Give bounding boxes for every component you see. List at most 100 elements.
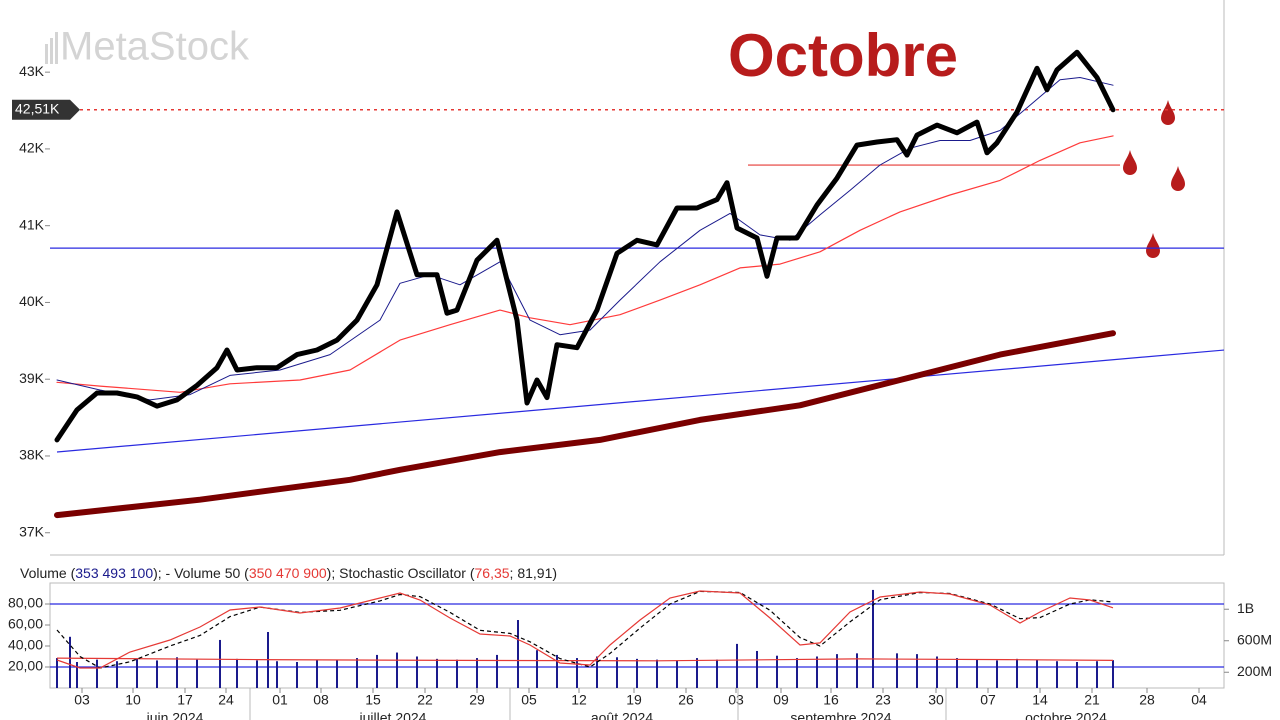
y2-tick-label: 600M [1237,631,1272,647]
volume-bar [896,653,898,688]
x-tick-label: 04 [1191,692,1207,708]
series-line [56,590,1114,669]
x-tick-label: 22 [417,692,433,708]
volume-bar [596,656,598,688]
volume-bar [1112,660,1114,688]
volume-bar [436,658,438,688]
volume-bar [96,659,98,688]
volume-bar [356,658,358,688]
month-label: août 2024 [591,710,653,720]
volume-bar [1016,658,1018,688]
volume-bar [116,661,118,688]
x-tick-label: 15 [365,692,381,708]
x-tick-label: 21 [1084,692,1100,708]
volume-bar [796,658,798,688]
last-price-tag [12,99,80,120]
x-tick-label: 16 [823,692,839,708]
volume-bar [496,654,498,688]
volume-bar [556,654,558,688]
series-line [56,657,1114,662]
legend-text: ); Stochastic Oscillator ( [327,565,475,581]
month-label: juin 2024 [146,710,204,720]
watermark: MetaStock [60,25,250,69]
volume-bar [816,656,818,688]
y-tick-label: 20,00 [8,658,43,674]
volume-bar [176,657,178,688]
y-tick-label: 40,00 [8,637,43,653]
month-label: juillet 2024 [359,710,427,720]
series-line [56,77,1114,401]
x-tick-label: 30 [928,692,944,708]
x-tick-label: 07 [980,692,996,708]
volume-bar [916,654,918,688]
y-tick-label: 43K [19,63,45,79]
volume-bar [456,659,458,688]
watermark-icon [45,32,58,64]
volume-bar [156,660,158,688]
y-tick-label: 60,00 [8,616,43,632]
volume-bar [1076,662,1078,688]
legend-text: Volume ( [20,565,76,581]
x-tick-label: 08 [313,692,329,708]
legend-text: 353 493 100 [75,565,153,581]
month-label: octobre 2024 [1025,710,1107,720]
volume-bar [536,650,538,688]
reference-line [56,349,1225,453]
x-tick-label: 17 [177,692,193,708]
volume-bar [69,636,71,688]
volume-bar [856,653,858,688]
volume-bar [996,660,998,688]
volume-bar [936,656,938,688]
volume-bar [376,654,378,688]
volume-bar [696,658,698,688]
volume-bar [416,656,418,688]
volume-bar [76,662,78,688]
volume-bar [1096,661,1098,688]
volume-bar [396,652,398,688]
y-tick-label: 42K [19,140,45,156]
volume-bar [517,620,519,688]
x-tick-label: 12 [571,692,587,708]
series-line [54,330,1116,519]
volume-bar [956,658,958,688]
drops [1123,100,1185,258]
volume-bar [836,654,838,688]
legend-text: ) [552,565,557,581]
volume-bar [136,658,138,688]
volume-bar [256,660,258,688]
volume-bar [1056,661,1058,688]
series-line [54,49,1116,443]
volume-bar [676,660,678,688]
volume-bar [476,658,478,688]
volume-bar [316,659,318,688]
x-tick-label: 03 [728,692,744,708]
x-tick-label: 19 [626,692,642,708]
legend-text: 76,35 [475,565,510,581]
volume-bar [616,657,618,688]
volume-bar [56,658,58,688]
volume-bar [656,659,658,688]
x-tick-label: 14 [1032,692,1048,708]
volume-bar [636,658,638,688]
x-tick-label: 05 [521,692,537,708]
annotation: Octobre [728,22,958,89]
volume-bar [236,658,238,688]
volume-bar [296,662,298,688]
x-tick-label: 29 [469,692,485,708]
volume-bar [756,650,758,688]
volume-bar [219,639,221,688]
x-tick-label: 28 [1139,692,1155,708]
volume-bar [872,589,874,688]
volume-bar [736,643,738,688]
y-tick-label: 38K [19,447,45,463]
volume-bar [776,655,778,688]
volume-bar [196,659,198,688]
x-tick-label: 10 [125,692,141,708]
legend-text: ); - Volume 50 ( [153,565,249,581]
x-tick-label: 23 [875,692,891,708]
legend-text: ; 81,91 [510,565,553,581]
x-tick-label: 26 [678,692,694,708]
x-tick-label: 01 [272,692,288,708]
